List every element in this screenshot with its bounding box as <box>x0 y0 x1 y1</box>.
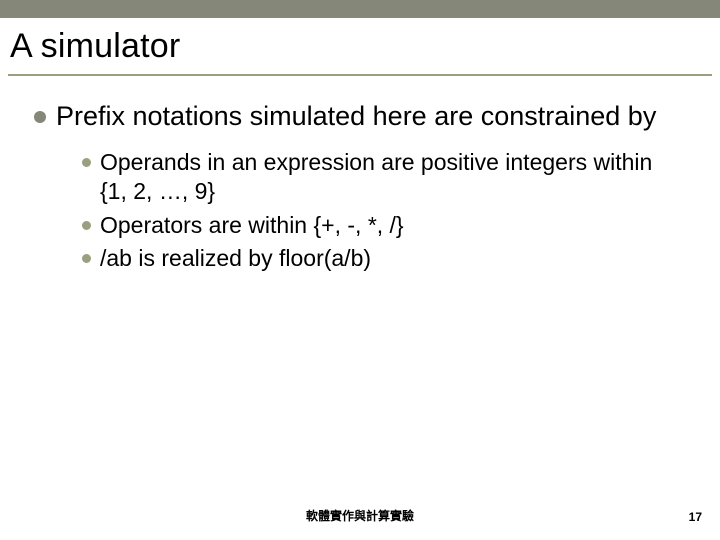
list-item: Operators are within {+, -, *, /} <box>82 211 680 240</box>
bullet-icon <box>82 254 91 263</box>
footer-center-text: 軟體實作與計算實驗 <box>0 507 720 524</box>
lvl2-text: Operators are within {+, -, *, /} <box>100 211 404 240</box>
lvl2-text: /ab is realized by floor(a/b) <box>100 244 371 273</box>
list-item: Operands in an expression are positive i… <box>82 148 680 207</box>
lvl1-text: Prefix notations simulated here are cons… <box>56 100 656 134</box>
list-item: Prefix notations simulated here are cons… <box>34 100 680 134</box>
bullet-icon <box>34 111 46 123</box>
slide: A simulator Prefix notations simulated h… <box>0 0 720 540</box>
bullet-icon <box>82 221 91 230</box>
lvl2-text: Operands in an expression are positive i… <box>100 148 680 207</box>
top-decorative-strip <box>0 0 720 18</box>
slide-body: Prefix notations simulated here are cons… <box>34 100 680 278</box>
title-bar: A simulator <box>0 18 720 74</box>
sublist: Operands in an expression are positive i… <box>82 148 680 274</box>
title-underline <box>8 74 712 76</box>
list-item: /ab is realized by floor(a/b) <box>82 244 680 273</box>
page-number: 17 <box>689 510 702 524</box>
slide-title: A simulator <box>0 27 180 66</box>
bullet-icon <box>82 158 91 167</box>
